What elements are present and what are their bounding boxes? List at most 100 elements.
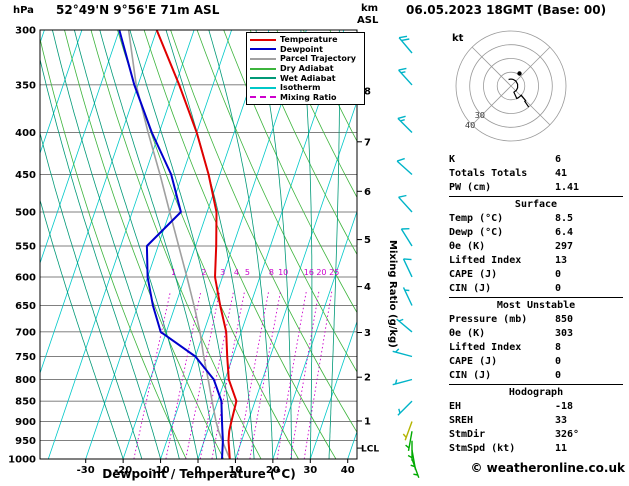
stat-row: PW (cm) 1.41 xyxy=(449,181,623,195)
pressure-tick-label: 400 xyxy=(15,128,36,139)
km-tick-label: 8 xyxy=(364,86,371,97)
stat-label: StmDir xyxy=(449,429,486,440)
copyright-label: © weatheronline.co.uk xyxy=(470,461,625,475)
wind-barb xyxy=(396,318,413,333)
hodograph-ring-label: 30 xyxy=(475,111,485,120)
wind-barb xyxy=(405,431,413,452)
stat-value: 11 xyxy=(555,443,568,454)
stat-value: 303 xyxy=(555,328,574,339)
stat-label: Lifted Index xyxy=(449,255,522,266)
stat-row: CAPE (J) 0 xyxy=(449,268,623,282)
stat-value: 0 xyxy=(555,269,562,280)
datetime-label: 06.05.2023 18GMT (Base: 00) xyxy=(406,3,607,17)
stat-row: StmDir 326° xyxy=(449,428,623,442)
wind-barb xyxy=(397,400,413,416)
stat-row: CIN (J) 0 xyxy=(449,282,623,296)
stat-value: 8 xyxy=(555,342,562,353)
mixing-ratio-value-label: 2 xyxy=(201,268,206,277)
legend-item-label: Mixing Ratio xyxy=(280,92,337,102)
temp-tick-label: -10 xyxy=(152,465,170,476)
wind-barb xyxy=(396,157,413,175)
stat-value: 0 xyxy=(555,370,562,381)
legend-line-sample xyxy=(250,48,276,51)
stat-value: 41 xyxy=(555,168,568,179)
mixing-ratio-value-label: 3 xyxy=(220,268,225,277)
stat-row: EH -18 xyxy=(449,400,623,414)
stat-label: θe (K) xyxy=(449,328,486,339)
legend-item-label: Temperature xyxy=(280,35,338,45)
pressure-tick-label: 950 xyxy=(15,436,36,447)
indices-panel: K 6 Totals Totals 41 PW (cm) 1.41 Surface Temp … xyxy=(449,152,623,457)
pressure-tick-label: 650 xyxy=(15,301,36,312)
hodograph-diagonal xyxy=(471,46,512,87)
hodograph-diagonal xyxy=(510,46,551,87)
storm-motion-dot xyxy=(517,71,522,76)
hodograph-unit-label: kt xyxy=(452,33,464,44)
mixing-ratio-value-label: 4 xyxy=(234,268,239,277)
hodograph-ring-label: 40 xyxy=(465,121,475,130)
mixing-ratio-value-label: 16 xyxy=(304,268,314,277)
mixing-ratio-axis-title: Mixing Ratio (g/kg) xyxy=(387,240,398,348)
legend-line-sample xyxy=(250,96,276,99)
legend-item-label: Isotherm xyxy=(280,83,321,93)
stat-value: 0 xyxy=(555,283,562,294)
mixing-ratio-value-label: 20 xyxy=(316,268,326,277)
pressure-tick-label: 500 xyxy=(15,208,36,219)
stat-label: Totals Totals xyxy=(449,168,528,179)
km-tick-label: 6 xyxy=(364,187,371,198)
temp-tick-label: 30 xyxy=(303,465,317,476)
dewpoint-curve xyxy=(118,30,224,459)
pressure-tick-label: 900 xyxy=(15,417,36,428)
legend-line-sample xyxy=(250,57,276,60)
x-axis-title: Dewpoint / Temperature (°C) xyxy=(102,467,296,481)
stat-label: CIN (J) xyxy=(449,283,492,294)
stat-value: 850 xyxy=(555,314,574,325)
hodograph-trace xyxy=(508,78,530,108)
pressure-tick-label: 300 xyxy=(15,26,36,37)
stat-label: Dewp (°C) xyxy=(449,227,504,238)
pressure-tick-label: 750 xyxy=(15,352,36,363)
stat-label: Pressure (mb) xyxy=(449,314,528,325)
stat-value: -18 xyxy=(555,401,574,412)
pressure-tick-label: 550 xyxy=(15,241,36,252)
wind-barb xyxy=(398,67,413,86)
legend-item: Parcel Trajectory xyxy=(250,54,361,64)
stat-row: SREH 33 xyxy=(449,414,623,428)
mixing-ratio-value-label: 10 xyxy=(278,268,288,277)
stats-section-header: Most Unstable xyxy=(496,300,576,311)
stat-label: Lifted Index xyxy=(449,342,522,353)
stat-label: K xyxy=(449,154,456,165)
legend-line-sample xyxy=(250,86,276,89)
stats-section-hodograph: Hodograph EH -18 SREH 33 StmDir 326° StmSpd (kt… xyxy=(449,384,623,457)
chart-legend: Temperature Dewpoint Parcel Trajectory Dry … xyxy=(246,32,365,106)
stat-row: Lifted Index 13 xyxy=(449,254,623,268)
legend-item: Mixing Ratio xyxy=(250,93,361,103)
km-tick-label: 3 xyxy=(364,328,371,339)
asl-axis-unit: ASL xyxy=(357,15,379,26)
dry-adiabat-lines xyxy=(40,30,357,459)
stat-value: 6 xyxy=(555,154,562,165)
lcl-label: LCL xyxy=(361,445,379,455)
temp-tick-label: 40 xyxy=(341,465,355,476)
wind-barb xyxy=(392,378,413,386)
stats-section-header: Hodograph xyxy=(508,387,564,398)
stat-label: StmSpd (kt) xyxy=(449,443,516,454)
station-title: 52°49'N 9°56'E 71m ASL xyxy=(56,3,220,17)
km-tick-label: 5 xyxy=(364,235,371,246)
pressure-tick-label: 700 xyxy=(15,327,36,338)
hodograph-ring xyxy=(496,71,526,101)
wind-barb xyxy=(398,194,413,213)
legend-line-sample xyxy=(250,77,276,80)
pressure-tick-label: 350 xyxy=(15,80,36,91)
stat-value: 6.4 xyxy=(555,227,574,238)
temp-tick-label: 10 xyxy=(228,465,242,476)
legend-item-label: Parcel Trajectory xyxy=(280,54,356,64)
legend-line-sample xyxy=(250,67,276,70)
km-tick-label: 4 xyxy=(364,282,371,293)
wet-adiabat-lines xyxy=(40,30,340,459)
stat-row: Lifted Index 8 xyxy=(449,341,623,355)
parcel-trajectory-curve xyxy=(127,30,231,459)
km-tick-label: 1 xyxy=(364,416,371,427)
